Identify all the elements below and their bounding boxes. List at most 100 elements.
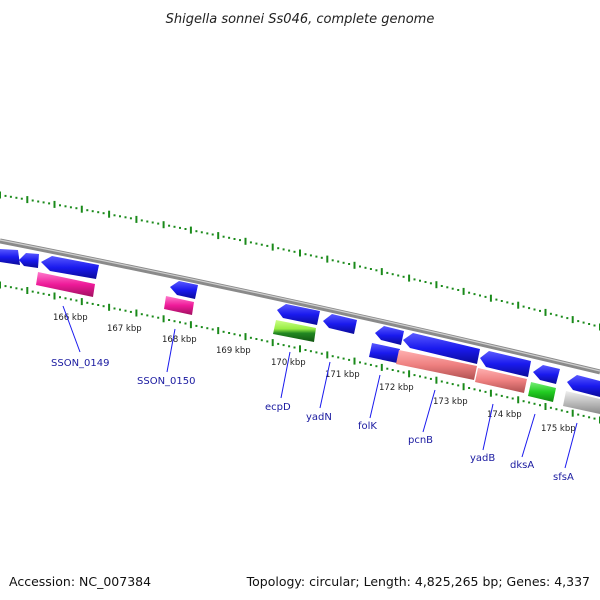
minor-tick xyxy=(20,197,23,200)
major-tick xyxy=(217,232,220,240)
major-tick xyxy=(517,396,520,404)
minor-tick xyxy=(528,307,531,310)
minor-tick xyxy=(97,304,100,306)
gene-label-sson-0149[interactable]: SSON_0149 xyxy=(51,358,110,369)
minor-tick xyxy=(522,305,525,308)
minor-tick xyxy=(566,317,569,320)
tick-label: 175 kbp xyxy=(541,424,576,434)
gene-label-ecpd[interactable]: ecpD xyxy=(265,402,291,413)
minor-tick xyxy=(119,215,121,218)
cds-arrow[interactable] xyxy=(375,326,404,345)
minor-tick xyxy=(249,241,252,244)
major-tick xyxy=(217,327,220,335)
major-tick xyxy=(462,383,465,391)
cds-arrow[interactable] xyxy=(170,281,198,299)
minor-tick xyxy=(364,266,367,269)
minor-tick xyxy=(446,286,449,289)
minor-tick xyxy=(255,338,258,340)
minor-tick xyxy=(59,204,61,207)
minor-tick xyxy=(473,388,476,391)
feature-bar-lime[interactable] xyxy=(273,320,316,342)
minor-tick xyxy=(391,273,394,276)
minor-tick xyxy=(555,314,558,317)
minor-tick xyxy=(391,369,394,371)
minor-tick xyxy=(309,350,312,353)
minor-tick xyxy=(375,269,378,272)
feature-bar-gray[interactable] xyxy=(563,391,600,414)
minor-tick xyxy=(500,394,503,397)
minor-tick xyxy=(293,346,296,349)
minor-tick xyxy=(140,313,143,316)
major-tick xyxy=(326,351,329,359)
minor-tick xyxy=(9,195,12,198)
minor-tick xyxy=(539,309,541,312)
minor-tick xyxy=(266,244,269,247)
page-title: Shigella sonnei Ss046, complete genome xyxy=(166,12,435,27)
minor-tick xyxy=(386,367,389,370)
feature-bar-green[interactable] xyxy=(528,382,556,402)
minor-tick xyxy=(255,242,258,245)
feature-bar-magenta[interactable] xyxy=(36,272,95,297)
minor-tick xyxy=(206,327,209,330)
cds-arrow[interactable] xyxy=(480,351,531,377)
minor-tick xyxy=(337,356,340,359)
feature-bar-salmon[interactable] xyxy=(396,350,477,380)
minor-tick xyxy=(277,247,280,250)
tick-label: 172 kbp xyxy=(379,383,414,393)
minor-tick xyxy=(555,408,558,411)
gene-label-folk[interactable]: folK xyxy=(358,421,377,432)
cds-arrow[interactable] xyxy=(19,253,39,268)
accession-label: Accession: NC_007384 xyxy=(9,574,151,589)
major-tick xyxy=(517,301,520,309)
cds-arrow[interactable] xyxy=(369,343,400,363)
minor-tick xyxy=(146,220,149,223)
gene-label-yadn[interactable]: yadN xyxy=(306,412,332,423)
cds-arrow[interactable] xyxy=(567,375,600,397)
major-tick xyxy=(299,249,301,257)
minor-tick xyxy=(500,300,503,302)
tick-label: 171 kbp xyxy=(325,370,360,380)
minor-tick xyxy=(369,363,372,366)
minor-tick xyxy=(266,340,269,343)
leader-line xyxy=(369,374,381,419)
minor-tick xyxy=(320,352,323,355)
feature-bar-salmon[interactable] xyxy=(475,368,527,393)
minor-tick xyxy=(528,401,531,404)
minor-tick xyxy=(113,307,116,310)
minor-tick xyxy=(364,362,367,365)
major-tick xyxy=(162,221,165,229)
feature-bar-magenta[interactable] xyxy=(164,296,194,315)
gene-label-yadb[interactable]: yadB xyxy=(470,453,495,464)
minor-tick xyxy=(577,413,580,416)
cds-arrow[interactable] xyxy=(277,304,320,325)
gene-label-dksa[interactable]: dksA xyxy=(510,460,534,471)
minor-tick xyxy=(157,316,160,319)
gene-label-pcnb[interactable]: pcnB xyxy=(408,435,433,446)
major-tick xyxy=(353,261,356,269)
minor-tick xyxy=(20,288,23,291)
cds-arrow[interactable] xyxy=(403,333,480,364)
minor-tick xyxy=(369,268,372,270)
minor-tick xyxy=(157,222,160,225)
gene-leader-lines xyxy=(62,305,578,469)
minor-tick xyxy=(151,315,154,318)
cds-arrow[interactable] xyxy=(533,365,560,384)
minor-tick xyxy=(168,224,171,227)
cds-arrow[interactable] xyxy=(323,314,357,334)
cds-arrow[interactable] xyxy=(0,249,20,265)
gene-label-sfsa[interactable]: sfsA xyxy=(553,472,574,483)
minor-tick xyxy=(484,295,487,298)
minor-tick xyxy=(397,274,400,277)
minor-tick xyxy=(288,249,291,252)
minor-tick xyxy=(140,219,143,222)
minor-tick xyxy=(429,282,432,285)
major-tick xyxy=(189,226,192,234)
gene-labels: SSON_0149 SSON_0150 ecpD yadN folK pcnB … xyxy=(51,358,574,483)
minor-tick xyxy=(179,321,181,324)
minor-tick xyxy=(31,199,34,202)
gene-label-sson-0150[interactable]: SSON_0150 xyxy=(137,376,196,387)
major-tick xyxy=(244,333,247,341)
minor-tick xyxy=(424,376,427,379)
cds-arrow[interactable] xyxy=(41,256,99,279)
major-tick xyxy=(571,409,574,417)
